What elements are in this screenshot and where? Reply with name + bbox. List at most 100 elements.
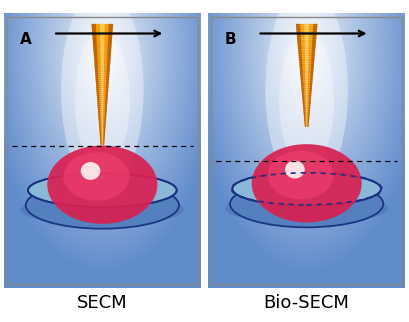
Polygon shape: [102, 129, 103, 131]
Polygon shape: [298, 50, 301, 52]
Polygon shape: [296, 25, 317, 27]
Polygon shape: [300, 69, 303, 70]
Polygon shape: [301, 79, 303, 80]
Polygon shape: [308, 110, 310, 111]
Polygon shape: [311, 69, 314, 70]
Polygon shape: [92, 38, 97, 40]
Polygon shape: [306, 82, 308, 84]
Polygon shape: [301, 77, 303, 79]
Polygon shape: [101, 72, 104, 74]
Polygon shape: [106, 97, 108, 99]
Polygon shape: [306, 115, 307, 117]
Polygon shape: [312, 33, 317, 34]
Polygon shape: [106, 94, 108, 97]
Ellipse shape: [265, 0, 348, 193]
Polygon shape: [301, 88, 303, 89]
Polygon shape: [104, 121, 106, 123]
Polygon shape: [304, 115, 305, 117]
Polygon shape: [312, 38, 316, 39]
Polygon shape: [93, 44, 112, 46]
Polygon shape: [306, 93, 308, 94]
Polygon shape: [298, 50, 315, 52]
Polygon shape: [311, 67, 314, 69]
Polygon shape: [301, 82, 303, 84]
Polygon shape: [101, 54, 104, 56]
Polygon shape: [310, 77, 313, 79]
Polygon shape: [94, 62, 110, 64]
Polygon shape: [93, 42, 112, 44]
Polygon shape: [301, 88, 312, 89]
Polygon shape: [98, 113, 106, 115]
Polygon shape: [95, 66, 98, 68]
Polygon shape: [301, 86, 312, 88]
Polygon shape: [107, 56, 111, 58]
Polygon shape: [97, 92, 108, 94]
Polygon shape: [94, 56, 97, 58]
Polygon shape: [305, 124, 309, 125]
Polygon shape: [92, 34, 97, 36]
Polygon shape: [310, 88, 312, 89]
Polygon shape: [310, 79, 312, 80]
Polygon shape: [308, 111, 310, 113]
Polygon shape: [101, 117, 103, 118]
Polygon shape: [301, 89, 312, 91]
Polygon shape: [306, 94, 308, 96]
Polygon shape: [296, 25, 300, 27]
Polygon shape: [305, 46, 309, 48]
Polygon shape: [95, 74, 98, 76]
Polygon shape: [97, 100, 99, 102]
Polygon shape: [300, 72, 313, 74]
Polygon shape: [92, 30, 113, 32]
Polygon shape: [299, 55, 302, 57]
Polygon shape: [299, 65, 314, 67]
Polygon shape: [100, 30, 105, 32]
Polygon shape: [95, 76, 98, 78]
Polygon shape: [101, 110, 103, 113]
Polygon shape: [299, 63, 314, 65]
Polygon shape: [93, 40, 112, 42]
Polygon shape: [305, 55, 308, 57]
Polygon shape: [301, 86, 303, 88]
Polygon shape: [108, 54, 111, 56]
Polygon shape: [309, 103, 310, 105]
Polygon shape: [312, 44, 316, 46]
Polygon shape: [305, 43, 309, 44]
Polygon shape: [304, 120, 306, 122]
Polygon shape: [108, 44, 112, 46]
Polygon shape: [100, 40, 104, 42]
Polygon shape: [309, 98, 311, 99]
Polygon shape: [305, 75, 308, 77]
Polygon shape: [101, 66, 104, 68]
Polygon shape: [300, 74, 303, 75]
Polygon shape: [306, 124, 307, 125]
Polygon shape: [302, 96, 311, 98]
Polygon shape: [313, 29, 317, 31]
Polygon shape: [301, 84, 303, 86]
Polygon shape: [310, 74, 313, 75]
Polygon shape: [105, 107, 107, 109]
Polygon shape: [107, 58, 110, 60]
Polygon shape: [306, 80, 308, 82]
Polygon shape: [95, 68, 110, 70]
Polygon shape: [299, 57, 302, 58]
Polygon shape: [305, 39, 309, 41]
Polygon shape: [97, 100, 108, 102]
Polygon shape: [98, 109, 107, 110]
Polygon shape: [311, 58, 315, 60]
Polygon shape: [99, 121, 106, 123]
Polygon shape: [305, 72, 308, 74]
Polygon shape: [301, 77, 313, 79]
Polygon shape: [304, 117, 309, 118]
Polygon shape: [303, 106, 310, 108]
Polygon shape: [312, 46, 315, 48]
Polygon shape: [305, 48, 308, 50]
Polygon shape: [302, 91, 312, 93]
Polygon shape: [101, 76, 104, 78]
Polygon shape: [97, 99, 108, 100]
Polygon shape: [106, 74, 109, 76]
Polygon shape: [297, 38, 316, 39]
Polygon shape: [306, 117, 307, 118]
Polygon shape: [306, 84, 308, 86]
Polygon shape: [312, 34, 317, 36]
Polygon shape: [96, 86, 99, 88]
